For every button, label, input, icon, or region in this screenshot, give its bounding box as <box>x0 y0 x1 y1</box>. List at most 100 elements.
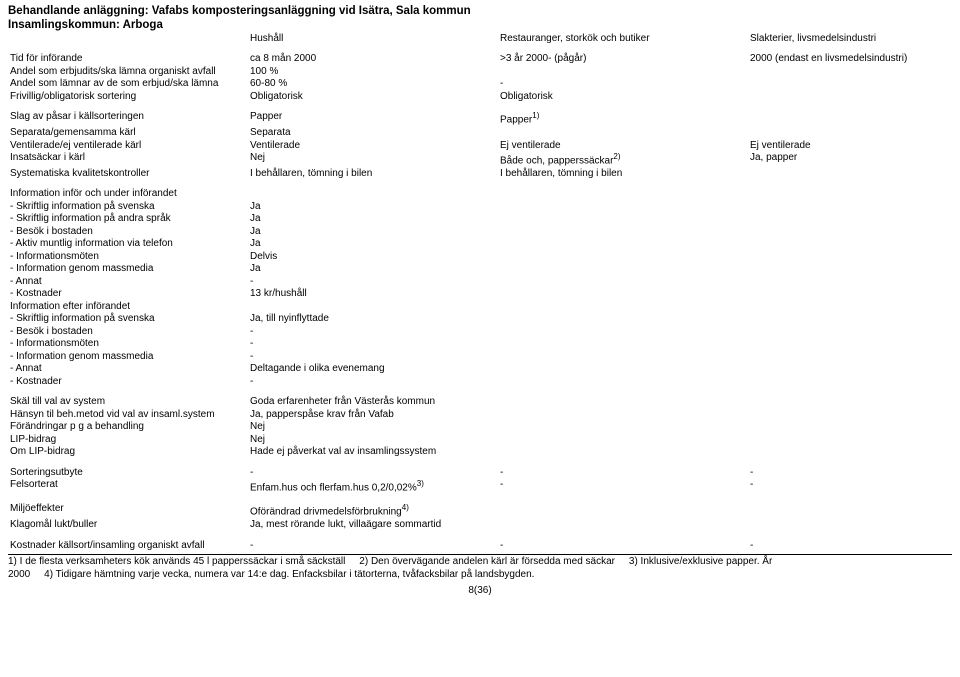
row-label: Systematiska kvalitetskontroller <box>8 168 248 181</box>
cell: - <box>248 338 498 351</box>
row-label: Kostnader källsort/insamling organiskt a… <box>8 540 248 553</box>
table-row: Insatsäckar i kärl Nej Både och, pappers… <box>8 152 958 168</box>
cell: Enfam.hus och flerfam.hus 0,2/0,02%3) <box>248 479 498 495</box>
table-row: Miljöeffekter Oförändrad drivmedelsförbr… <box>8 503 958 519</box>
cell: I behållaren, tömning i bilen <box>248 168 498 181</box>
cell: - <box>248 326 498 339</box>
cell: I behållaren, tömning i bilen <box>498 168 748 181</box>
cell: Obligatorisk <box>498 91 748 104</box>
cell: - <box>498 479 748 495</box>
row-label: Ventilerade/ej ventilerade kärl <box>8 140 248 153</box>
cell: Ja, till nyinflyttade <box>248 313 498 326</box>
footnote-3-year: 2000 <box>8 569 30 580</box>
row-label: Andel som lämnar av de som erbjud/ska lä… <box>8 78 248 91</box>
table-row: - Besök i bostadenJa <box>8 226 958 239</box>
cell: Papper1) <box>498 111 748 127</box>
row-label: Information inför och under införandet <box>8 188 248 201</box>
cell: - <box>498 78 748 91</box>
row-label: Miljöeffekter <box>8 503 248 519</box>
table-row: - Skriftlig information på svenskaJa <box>8 201 958 214</box>
cell: Nej <box>248 434 498 447</box>
cell: Ja <box>248 226 498 239</box>
cell: Separata <box>248 127 498 140</box>
row-label: - Aktiv muntlig information via telefon <box>8 238 248 251</box>
table-row: Information inför och under införandet <box>8 188 958 201</box>
cell: Goda erfarenheter från Västerås kommun <box>248 396 498 409</box>
row-label: Sorteringsutbyte <box>8 467 248 480</box>
table-row: Separata/gemensamma kärl Separata <box>8 127 958 140</box>
cell: Ja <box>248 263 498 276</box>
row-label: Insatsäckar i kärl <box>8 152 248 168</box>
row-label: Slag av påsar i källsorteringen <box>8 111 248 127</box>
row-label: - Kostnader <box>8 288 248 301</box>
table-row: Felsorterat Enfam.hus och flerfam.hus 0,… <box>8 479 958 495</box>
cell: - <box>748 467 958 480</box>
data-table: Hushåll Restauranger, storkök och butike… <box>8 33 958 552</box>
table-row: Om LIP-bidragHade ej påverkat val av ins… <box>8 446 958 459</box>
row-label: - Besök i bostaden <box>8 326 248 339</box>
row-label: Information efter införandet <box>8 301 248 314</box>
col-head-slakterier: Slakterier, livsmedelsindustri <box>748 33 958 46</box>
footnote-1: 1) I de flesta verksamheters kök används… <box>8 556 345 567</box>
row-label: Skäl till val av system <box>8 396 248 409</box>
row-label: Separata/gemensamma kärl <box>8 127 248 140</box>
cell: - <box>748 479 958 495</box>
row-label: - Skriftlig information på svenska <box>8 313 248 326</box>
row-label: - Information genom massmedia <box>8 263 248 276</box>
row-label: - Annat <box>8 363 248 376</box>
cell: Deltagande i olika evenemang <box>248 363 498 376</box>
row-label: Om LIP-bidrag <box>8 446 248 459</box>
cell: - <box>248 376 498 389</box>
cell: Nej <box>248 152 498 168</box>
footnote-3: 3) Inklusive/exklusive papper. År <box>629 556 772 567</box>
table-row: Sorteringsutbyte - - - <box>8 467 958 480</box>
cell: Ej ventilerade <box>498 140 748 153</box>
table-row: - InformationsmötenDelvis <box>8 251 958 264</box>
row-label: - Informationsmöten <box>8 251 248 264</box>
table-row: - Besök i bostaden- <box>8 326 958 339</box>
table-row: - Skriftlig information på andra språkJa <box>8 213 958 226</box>
municipality-heading: Insamlingskommun: Arboga <box>8 18 952 32</box>
cell: Papper <box>248 111 498 127</box>
table-row: Andel som erbjudits/ska lämna organiskt … <box>8 66 958 79</box>
row-label: Tid för införande <box>8 53 248 66</box>
cell: Både och, papperssäckar2) <box>498 152 748 168</box>
table-row: - Information genom massmediaJa <box>8 263 958 276</box>
row-label: - Kostnader <box>8 376 248 389</box>
footnotes: 1) I de flesta verksamheters kök används… <box>8 556 952 581</box>
table-row: Kostnader källsort/insamling organiskt a… <box>8 540 958 553</box>
table-row: - Informationsmöten- <box>8 338 958 351</box>
facility-heading: Behandlande anläggning: Vafabs komposter… <box>8 4 952 18</box>
cell: 2000 (endast en livsmedelsindustri) <box>748 53 958 66</box>
table-row: Hänsyn til beh.metod vid val av insaml.s… <box>8 409 958 422</box>
table-row: - Skriftlig information på svenskaJa, ti… <box>8 313 958 326</box>
table-row: LIP-bidragNej <box>8 434 958 447</box>
table-row: Systematiska kvalitetskontroller I behål… <box>8 168 958 181</box>
cell: - <box>498 540 748 553</box>
row-label: - Annat <box>8 276 248 289</box>
cell: Ja <box>248 238 498 251</box>
cell: 100 % <box>248 66 498 79</box>
table-row: Förändringar p g a behandlingNej <box>8 421 958 434</box>
table-row: Information efter införandet <box>8 301 958 314</box>
cell: >3 år 2000- (pågår) <box>498 53 748 66</box>
footnote-4: 4) Tidigare hämtning varje vecka, numera… <box>44 569 534 580</box>
cell: Ja, papper <box>748 152 958 168</box>
table-row: - Information genom massmedia- <box>8 351 958 364</box>
col-head-restauranger: Restauranger, storkök och butiker <box>498 33 748 46</box>
cell: Ja, mest rörande lukt, villaägare sommar… <box>248 519 748 532</box>
cell: - <box>248 351 498 364</box>
row-label: - Informationsmöten <box>8 338 248 351</box>
cell: Ej ventilerade <box>748 140 958 153</box>
table-row: Ventilerade/ej ventilerade kärl Ventiler… <box>8 140 958 153</box>
table-row: Frivillig/obligatorisk sortering Obligat… <box>8 91 958 104</box>
row-label: - Skriftlig information på andra språk <box>8 213 248 226</box>
cell: Obligatorisk <box>248 91 498 104</box>
row-label: Hänsyn til beh.metod vid val av insaml.s… <box>8 409 248 422</box>
row-label: Felsorterat <box>8 479 248 495</box>
row-label: - Information genom massmedia <box>8 351 248 364</box>
row-label: Andel som erbjudits/ska lämna organiskt … <box>8 66 248 79</box>
cell: - <box>248 467 498 480</box>
row-label: - Besök i bostaden <box>8 226 248 239</box>
cell: 13 kr/hushåll <box>248 288 498 301</box>
